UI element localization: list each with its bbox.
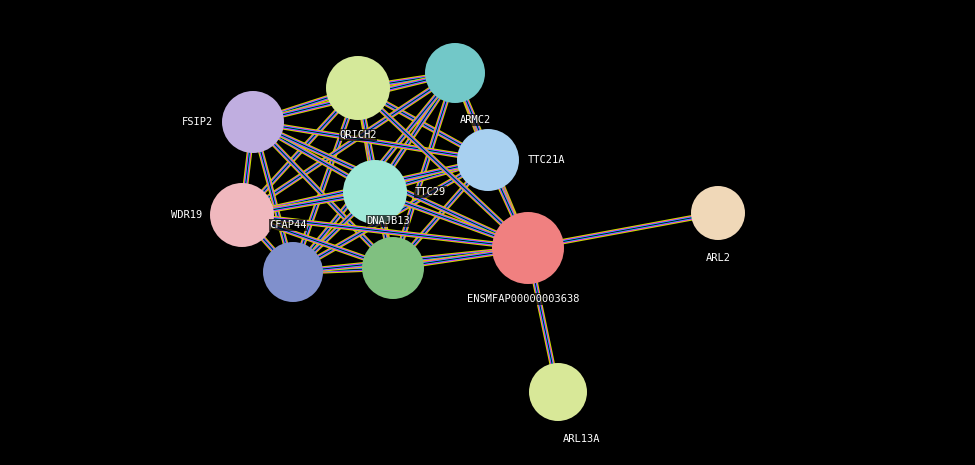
Circle shape <box>425 43 485 103</box>
Text: QRICH2: QRICH2 <box>339 130 376 140</box>
Text: ARMC2: ARMC2 <box>460 115 491 125</box>
Text: CFAP44: CFAP44 <box>269 220 307 230</box>
Circle shape <box>222 91 284 153</box>
Text: ARL2: ARL2 <box>706 253 730 263</box>
Text: TTC29: TTC29 <box>415 187 447 197</box>
Circle shape <box>492 212 564 284</box>
Circle shape <box>529 363 587 421</box>
Text: DNAJB13: DNAJB13 <box>367 216 410 226</box>
Circle shape <box>210 183 274 247</box>
Text: FSIP2: FSIP2 <box>181 117 213 127</box>
Circle shape <box>326 56 390 120</box>
Circle shape <box>362 237 424 299</box>
Text: WDR19: WDR19 <box>171 210 202 220</box>
Text: TTC21A: TTC21A <box>528 155 566 165</box>
Circle shape <box>263 242 323 302</box>
Circle shape <box>691 186 745 240</box>
Circle shape <box>343 160 407 224</box>
Circle shape <box>457 129 519 191</box>
Text: ENSMFAP00000003638: ENSMFAP00000003638 <box>467 294 579 304</box>
Text: ARL13A: ARL13A <box>563 434 601 444</box>
